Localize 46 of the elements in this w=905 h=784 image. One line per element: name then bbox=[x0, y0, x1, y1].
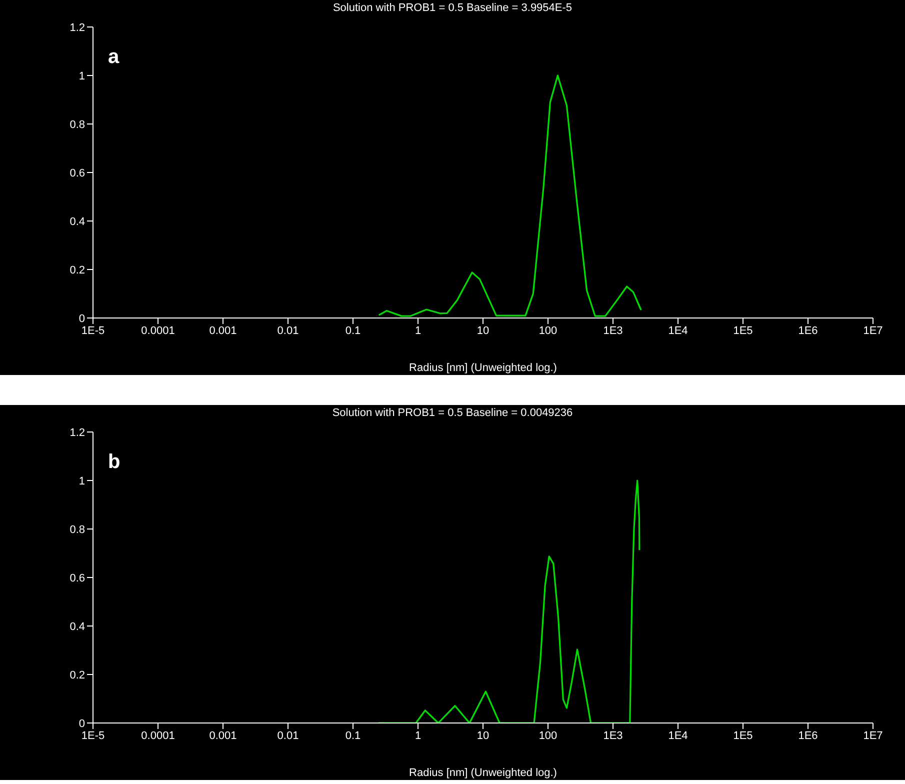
annotation: a bbox=[108, 46, 120, 69]
y-tick-label: 0.4 bbox=[70, 620, 85, 633]
y-tick-label: 0.2 bbox=[70, 264, 85, 276]
y-tick-label: 0.6 bbox=[70, 572, 85, 584]
y-tick-label: 0.4 bbox=[70, 216, 85, 228]
y-tick-label: 0.8 bbox=[70, 118, 85, 131]
x-tick-label: 0.001 bbox=[209, 324, 237, 337]
x-tick-label: 1E7 bbox=[863, 324, 883, 337]
x-tick-label: 1E-5 bbox=[81, 324, 105, 337]
y-tick-label: 1.2 bbox=[70, 22, 85, 34]
chart-title: Solution with PROB1 = 0.5 Baseline = 3.9954E-5 bbox=[332, 2, 574, 14]
x-tick-label: 1E3 bbox=[603, 730, 623, 742]
x-tick-label: 1E3 bbox=[603, 324, 623, 337]
x-tick-label: 1E4 bbox=[668, 730, 688, 742]
x-tick-label: 1E6 bbox=[798, 324, 818, 337]
x-tick-label: 0.001 bbox=[209, 730, 237, 742]
x-axis-title: Radius [nm] (Unweighted log.) bbox=[409, 362, 557, 374]
x-tick-label: 1E4 bbox=[668, 324, 688, 337]
y-tick-label: 1 bbox=[78, 475, 85, 488]
x-tick-label: 1 bbox=[414, 324, 422, 337]
x-tick-label: 0.0001 bbox=[141, 324, 175, 337]
x-tick-label: 0.0001 bbox=[141, 730, 175, 742]
y-tick-label: 0 bbox=[78, 718, 85, 730]
x-tick-label: 0.1 bbox=[345, 730, 361, 742]
x-tick-label: 1E7 bbox=[863, 730, 883, 742]
x-tick-label: 0.01 bbox=[277, 730, 299, 742]
x-tick-label: 1E6 bbox=[798, 730, 818, 742]
y-tick-label: 0 bbox=[78, 312, 85, 325]
y-tick-label: 0.8 bbox=[70, 524, 85, 536]
x-tick-label: 100 bbox=[538, 730, 558, 742]
y-tick-label: 0.6 bbox=[70, 167, 85, 180]
x-tick-label: 100 bbox=[538, 324, 558, 337]
x-tick-label: 1E-5 bbox=[81, 730, 105, 742]
x-tick-label: 10 bbox=[476, 730, 490, 742]
x-tick-label: 1E5 bbox=[733, 324, 753, 337]
y-tick-label: 1.2 bbox=[70, 426, 85, 439]
annotation: b bbox=[108, 451, 120, 474]
x-tick-label: 0.1 bbox=[345, 324, 361, 337]
chart-title: Solution with PROB1 = 0.5 Baseline = 0.0049236 bbox=[331, 407, 574, 419]
y-tick-label: 1 bbox=[78, 70, 85, 82]
x-tick-label: 1 bbox=[414, 730, 422, 742]
x-tick-label: 1E5 bbox=[733, 730, 753, 742]
x-tick-label: 0.01 bbox=[277, 324, 299, 337]
x-axis-title: Radius [nm] (Unweighted log.) bbox=[409, 767, 557, 779]
y-tick-label: 0.2 bbox=[70, 669, 85, 682]
x-tick-label: 10 bbox=[476, 324, 490, 337]
